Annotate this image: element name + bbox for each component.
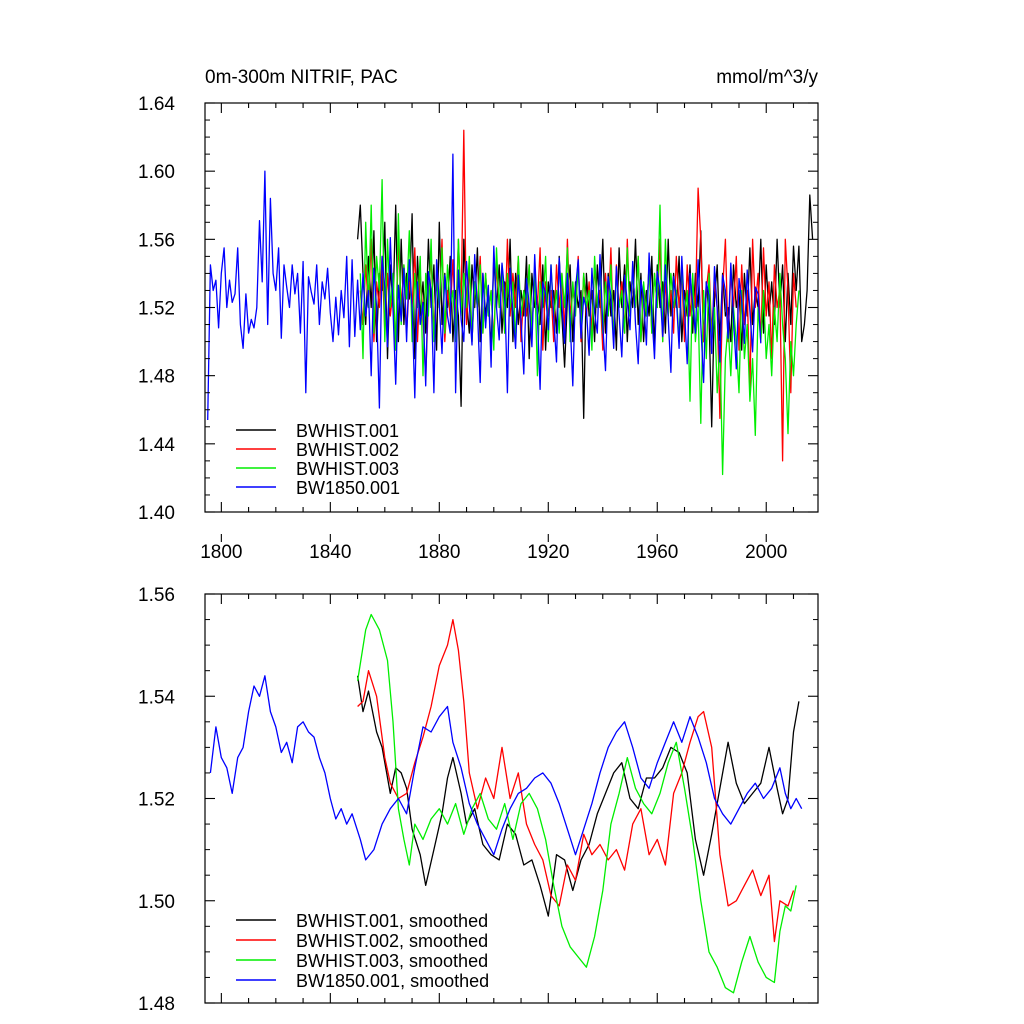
legend-label-4: BW1850.001, smoothed [296,971,489,991]
series-line-1 [356,675,800,917]
legend-label-3: BWHIST.003, smoothed [296,951,488,971]
y-tick-label: 1.56 [138,585,175,606]
legend-label-2: BWHIST.002, smoothed [296,931,488,951]
legend-label-2: BWHIST.002 [296,440,399,460]
y-tick-label: 1.56 [138,230,175,251]
axis-ticks [205,593,818,1004]
y-tick-label: 1.50 [138,892,175,913]
series-line-3 [356,613,797,994]
series-line-4 [209,675,803,861]
y-tick-label: 1.54 [138,687,175,708]
y-tick-label: 1.52 [138,790,175,811]
legend-label-4: BW1850.001 [296,478,400,498]
legend-label-1: BWHIST.001, smoothed [296,911,488,931]
x-tick-label: 1960 [636,542,678,563]
legend-label-1: BWHIST.001 [296,421,399,441]
series-line-2 [357,618,795,943]
y-tick-label: 1.60 [138,162,175,183]
y-tick-label: 1.40 [138,503,175,524]
top-panel-title: 0m-300m NITRIF, PAC [205,67,398,88]
y-tick-label: 1.48 [138,367,175,388]
series-lines [209,613,803,994]
x-tick-label: 1920 [527,542,569,563]
x-tick-label: 1800 [200,542,242,563]
series-lines [207,129,814,476]
series-line-1 [356,194,814,428]
x-tick-label: 1880 [418,542,460,563]
legend-label-3: BWHIST.003 [296,459,399,479]
x-tick-label: 1840 [309,542,351,563]
y-tick-label: 1.48 [138,994,175,1015]
series-line-4 [207,153,762,421]
y-tick-label: 1.44 [138,435,175,456]
x-tick-label: 2000 [745,542,787,563]
top-panel-units: mmol/m^3/y [716,67,818,88]
top-panel: 0m-300m NITRIF, PAC mmol/m^3/y 1.40 1.44 1… [138,67,819,563]
bottom-panel: 1.48 1.50 1.52 1.54 1.56 BWHIST.001, smoothed… [138,585,819,1015]
axis-ticks [205,102,818,542]
y-tick-label: 1.52 [138,299,175,320]
y-tick-label: 1.64 [138,94,175,115]
